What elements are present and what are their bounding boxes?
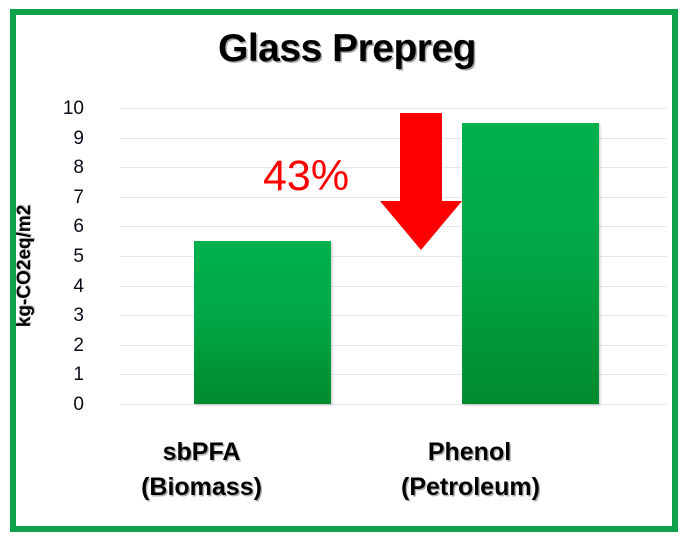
x-category-label-line2: (Biomass) (141, 472, 262, 501)
x-category-label-line1: Phenol (427, 438, 512, 466)
gridline (120, 256, 667, 257)
gridline (120, 404, 667, 405)
gridline (120, 344, 667, 346)
bar-phenol[interactable] (462, 122, 599, 404)
y-tick-label: 6 (73, 216, 84, 238)
chart-title: Glass Prepreg (218, 27, 476, 70)
x-category-label-line1: sbPFA (162, 438, 241, 466)
y-tick-label: 0 (73, 394, 84, 415)
y-tick-label: 9 (73, 127, 84, 149)
gridline (120, 285, 667, 287)
y-tick-label: 10 (62, 98, 84, 119)
y-tick-label: 8 (73, 157, 84, 179)
y-tick-label: 7 (73, 186, 84, 208)
gridline (120, 167, 667, 169)
x-category-label-line2: (Petroleum) (401, 472, 540, 501)
y-tick-label: 1 (73, 364, 84, 386)
y-tick-label: 3 (73, 305, 84, 327)
gridline (120, 137, 667, 139)
bar-sbpfa[interactable] (194, 241, 331, 404)
gridline (120, 315, 667, 317)
plot-area: 10 9 8 7 6 5 4 3 2 1 0 (63, 99, 667, 414)
y-tick-label: 2 (73, 334, 84, 356)
gridline (120, 108, 667, 109)
gridline (120, 196, 667, 198)
y-tick-label: 5 (73, 246, 84, 267)
gridline (120, 226, 667, 228)
reduction-percent-label: 43% (263, 152, 350, 200)
gridline (120, 374, 667, 376)
x-category-label-sbpfa: sbPFA (Biomass) (133, 435, 270, 504)
figure-border (10, 9, 678, 532)
down-arrow-icon (380, 113, 462, 250)
x-category-label-phenol: Phenol (Petroleum) (401, 435, 540, 504)
y-tick-label: 4 (73, 275, 84, 297)
